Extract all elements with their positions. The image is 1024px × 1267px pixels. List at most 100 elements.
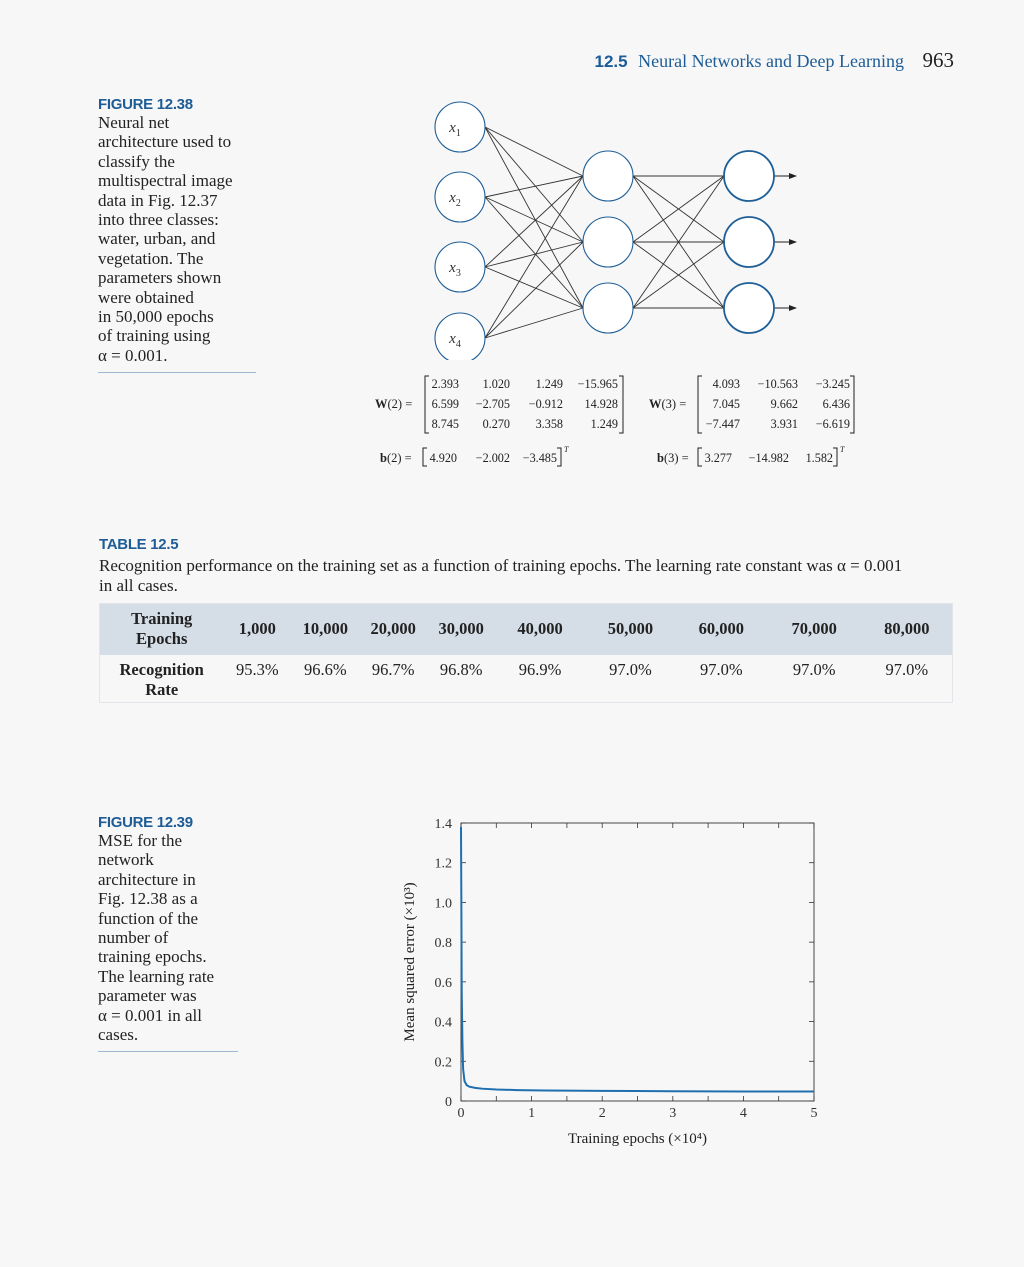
page-number: 963 bbox=[922, 48, 955, 72]
b3-cell: 3.277 bbox=[705, 451, 732, 465]
epochs-cell: 80,000 bbox=[884, 619, 930, 639]
caption-line: cases. bbox=[98, 1025, 139, 1045]
rate-label: Recognition Rate bbox=[100, 655, 224, 703]
w2-cell: −15.965 bbox=[578, 377, 618, 391]
w2-cell: 14.928 bbox=[584, 397, 618, 411]
matrix-bracket bbox=[619, 375, 624, 434]
caption-line: α = 0.001. bbox=[98, 345, 168, 365]
connection-line bbox=[484, 175, 584, 268]
table-12-5: TABLE 12.5 Recognition performance on th… bbox=[99, 536, 955, 703]
connection-line bbox=[632, 175, 725, 309]
w2-cell: 1.249 bbox=[591, 417, 618, 431]
connection-line bbox=[484, 175, 584, 339]
w2-cell: 1.020 bbox=[483, 377, 510, 391]
x-tick-label: 5 bbox=[811, 1106, 818, 1121]
output-node bbox=[723, 150, 775, 202]
hidden-node bbox=[582, 150, 634, 202]
connection-line bbox=[484, 175, 584, 198]
w3-cell: 6.436 bbox=[823, 397, 850, 411]
epochs-cell: 1,000 bbox=[238, 619, 276, 639]
caption-line: data in Fig. 12.37 bbox=[98, 190, 218, 210]
x-tick-label: 0 bbox=[458, 1106, 465, 1121]
matrix-bracket bbox=[422, 447, 427, 467]
connection-line bbox=[484, 266, 584, 309]
caption-rule bbox=[98, 1051, 238, 1053]
caption-text: Neural net architecture used to classify t… bbox=[98, 113, 263, 365]
transpose-mark: T bbox=[840, 445, 845, 454]
y-tick-label: 0.4 bbox=[435, 1016, 453, 1031]
caption-line: parameter was bbox=[98, 986, 197, 1006]
rate-cell: 96.8% bbox=[439, 659, 483, 679]
caption-line: Fig. 12.38 as a bbox=[98, 889, 198, 909]
w3-cell: 9.662 bbox=[771, 397, 798, 411]
b3-label: b(3) = bbox=[657, 451, 689, 465]
w2-cell: 1.249 bbox=[536, 377, 563, 391]
matrix-bracket bbox=[697, 375, 702, 434]
x-tick-label: 3 bbox=[669, 1106, 676, 1121]
w2-cell: 8.745 bbox=[432, 417, 459, 431]
x-tick-label: 1 bbox=[528, 1106, 535, 1121]
caption-line: Neural net bbox=[98, 113, 170, 132]
y-tick-label: 1.4 bbox=[435, 817, 453, 832]
b3-cell: 1.582 bbox=[806, 451, 833, 465]
epochs-cell: 20,000 bbox=[370, 619, 416, 639]
table-caption: Recognition performance on the training … bbox=[99, 556, 955, 595]
x-tick-label: 4 bbox=[740, 1106, 747, 1121]
connection-line bbox=[484, 241, 584, 268]
hidden-node bbox=[582, 282, 634, 334]
epochs-cell: 50,000 bbox=[607, 619, 654, 639]
input-node bbox=[434, 241, 486, 293]
caption-line: parameters shown bbox=[98, 268, 222, 288]
caption-line: MSE for the bbox=[98, 831, 183, 850]
caption-line: function of the bbox=[98, 908, 199, 928]
x-tick-label: 2 bbox=[599, 1106, 606, 1121]
input-node bbox=[434, 171, 486, 223]
section-number: 12.5 bbox=[594, 52, 628, 71]
rate-cell: 96.7% bbox=[371, 659, 415, 679]
w3-cell: −10.563 bbox=[758, 377, 798, 391]
plot-frame bbox=[460, 822, 815, 1102]
w3-cell: −3.245 bbox=[816, 377, 850, 391]
x-axis-label: Training epochs (×10⁴) bbox=[568, 1131, 707, 1147]
caption-line: network bbox=[98, 850, 154, 870]
output-node bbox=[723, 216, 775, 268]
caption-line: The learning rate bbox=[98, 966, 215, 986]
caption-line: water, urban, and bbox=[98, 229, 216, 249]
epochs-row: Training Epochs 1,000 10,000 20,000 30,000 40… bbox=[99, 603, 953, 655]
output-node bbox=[723, 282, 775, 334]
b2-cell: 4.920 bbox=[430, 451, 457, 465]
caption-rule bbox=[98, 372, 256, 374]
caption-line: training epochs. bbox=[98, 947, 207, 967]
epochs-cell: 40,000 bbox=[517, 619, 563, 639]
y-axis-label: Mean squared error (×10³) bbox=[402, 882, 418, 1041]
connection-line bbox=[484, 126, 584, 177]
figure-label: FIGURE 12.39 bbox=[98, 814, 193, 831]
w3-cell: −6.619 bbox=[816, 417, 850, 431]
network-connections bbox=[484, 126, 725, 339]
section-title: Neural Networks and Deep Learning bbox=[638, 51, 904, 71]
caption-line: of training using bbox=[98, 326, 211, 346]
matrix-bracket bbox=[424, 375, 429, 434]
transpose-mark: T bbox=[564, 445, 569, 454]
caption-line: multispectral image bbox=[98, 171, 233, 191]
y-tick-label: 0.8 bbox=[435, 936, 453, 951]
rate-cell: 95.3% bbox=[236, 659, 279, 679]
rate-cell: 97.0% bbox=[792, 659, 836, 679]
caption-line: architecture used to bbox=[98, 132, 232, 152]
connection-line bbox=[484, 126, 584, 243]
caption-line: architecture in bbox=[98, 869, 196, 889]
recognition-table: Training Epochs 1,000 10,000 20,000 30,000 40… bbox=[99, 603, 953, 703]
connection-line bbox=[632, 241, 725, 309]
connection-line bbox=[484, 196, 584, 243]
epochs-cell: 30,000 bbox=[438, 619, 484, 639]
w3-cell: 4.093 bbox=[713, 377, 740, 391]
caption-line: number of bbox=[98, 928, 169, 948]
b2-cell: −2.002 bbox=[476, 451, 510, 465]
connection-line bbox=[484, 126, 584, 309]
epochs-label-line: Training bbox=[131, 609, 193, 629]
caption-line: were obtained bbox=[98, 287, 194, 307]
input-node bbox=[434, 101, 486, 153]
y-tick-label: 0 bbox=[445, 1095, 452, 1110]
rate-label-line: Rate bbox=[145, 679, 179, 699]
